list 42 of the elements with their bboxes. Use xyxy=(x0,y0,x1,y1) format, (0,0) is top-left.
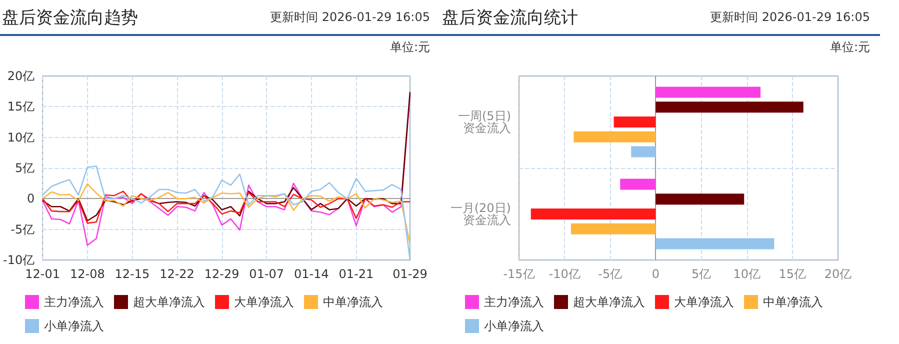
x-tick-label: 12-29 xyxy=(204,267,240,281)
y-tick-label: 5亿 xyxy=(14,161,35,175)
x-tick-label: 5亿 xyxy=(691,267,712,281)
x-tick-label: 20亿 xyxy=(824,267,852,281)
y-tick-label: 0 xyxy=(26,192,35,206)
legend-label: 超大单净流入 xyxy=(133,295,205,309)
x-tick-label: -15亿 xyxy=(503,267,535,281)
chart-subtitle: 更新时间 2026-01-29 16:05 xyxy=(710,8,870,26)
y-tick-label: 一月(20日) 资金流入 xyxy=(450,201,511,227)
y-tick-label: -5亿 xyxy=(10,222,35,236)
legend-label: 中单净流入 xyxy=(763,295,823,309)
x-tick-label: -5亿 xyxy=(598,267,622,281)
y-tick-label: 15亿 xyxy=(7,100,35,114)
x-tick-label: 01-07 xyxy=(249,267,284,281)
x-tick-label: 0 xyxy=(652,267,660,281)
legend-label: 中单净流入 xyxy=(323,295,383,309)
chart-subtitle: 更新时间 2026-01-29 16:05 xyxy=(270,8,430,26)
legend-label: 大单净流入 xyxy=(674,295,734,309)
x-tick-label: 01-21 xyxy=(338,267,374,281)
x-tick-label: 10亿 xyxy=(733,267,760,281)
text: 单位:元 xyxy=(390,40,430,54)
x-tick-label: 12-15 xyxy=(114,267,150,281)
legend-label: 主力净流入 xyxy=(484,295,544,309)
chart-title: 盘后资金流向统计 xyxy=(442,6,578,28)
legend-label: 小单净流入 xyxy=(44,319,104,333)
chart-title: 盘后资金流向趋势 xyxy=(2,6,138,28)
legend-label: 小单净流入 xyxy=(484,319,544,333)
x-tick-label: -10亿 xyxy=(548,267,580,281)
y-tick-label: 10亿 xyxy=(7,130,35,144)
legend-label: 大单净流入 xyxy=(234,295,294,309)
legend-label: 超大单净流入 xyxy=(573,295,645,309)
y-tick-label: -10亿 xyxy=(2,253,35,267)
x-tick-label: 15亿 xyxy=(778,267,806,281)
x-tick-label: 01-29 xyxy=(392,267,428,281)
x-tick-label: 01-14 xyxy=(294,267,329,281)
x-tick-label: 12-01 xyxy=(25,267,60,281)
text: 单位:元 xyxy=(830,40,870,54)
legend-label: 主力净流入 xyxy=(44,295,104,309)
x-tick-label: 12-22 xyxy=(160,267,194,281)
y-tick-label: 一周(5日) 资金流入 xyxy=(458,109,511,135)
y-tick-label: 20亿 xyxy=(7,69,35,83)
x-tick-label: 12-08 xyxy=(70,267,105,281)
